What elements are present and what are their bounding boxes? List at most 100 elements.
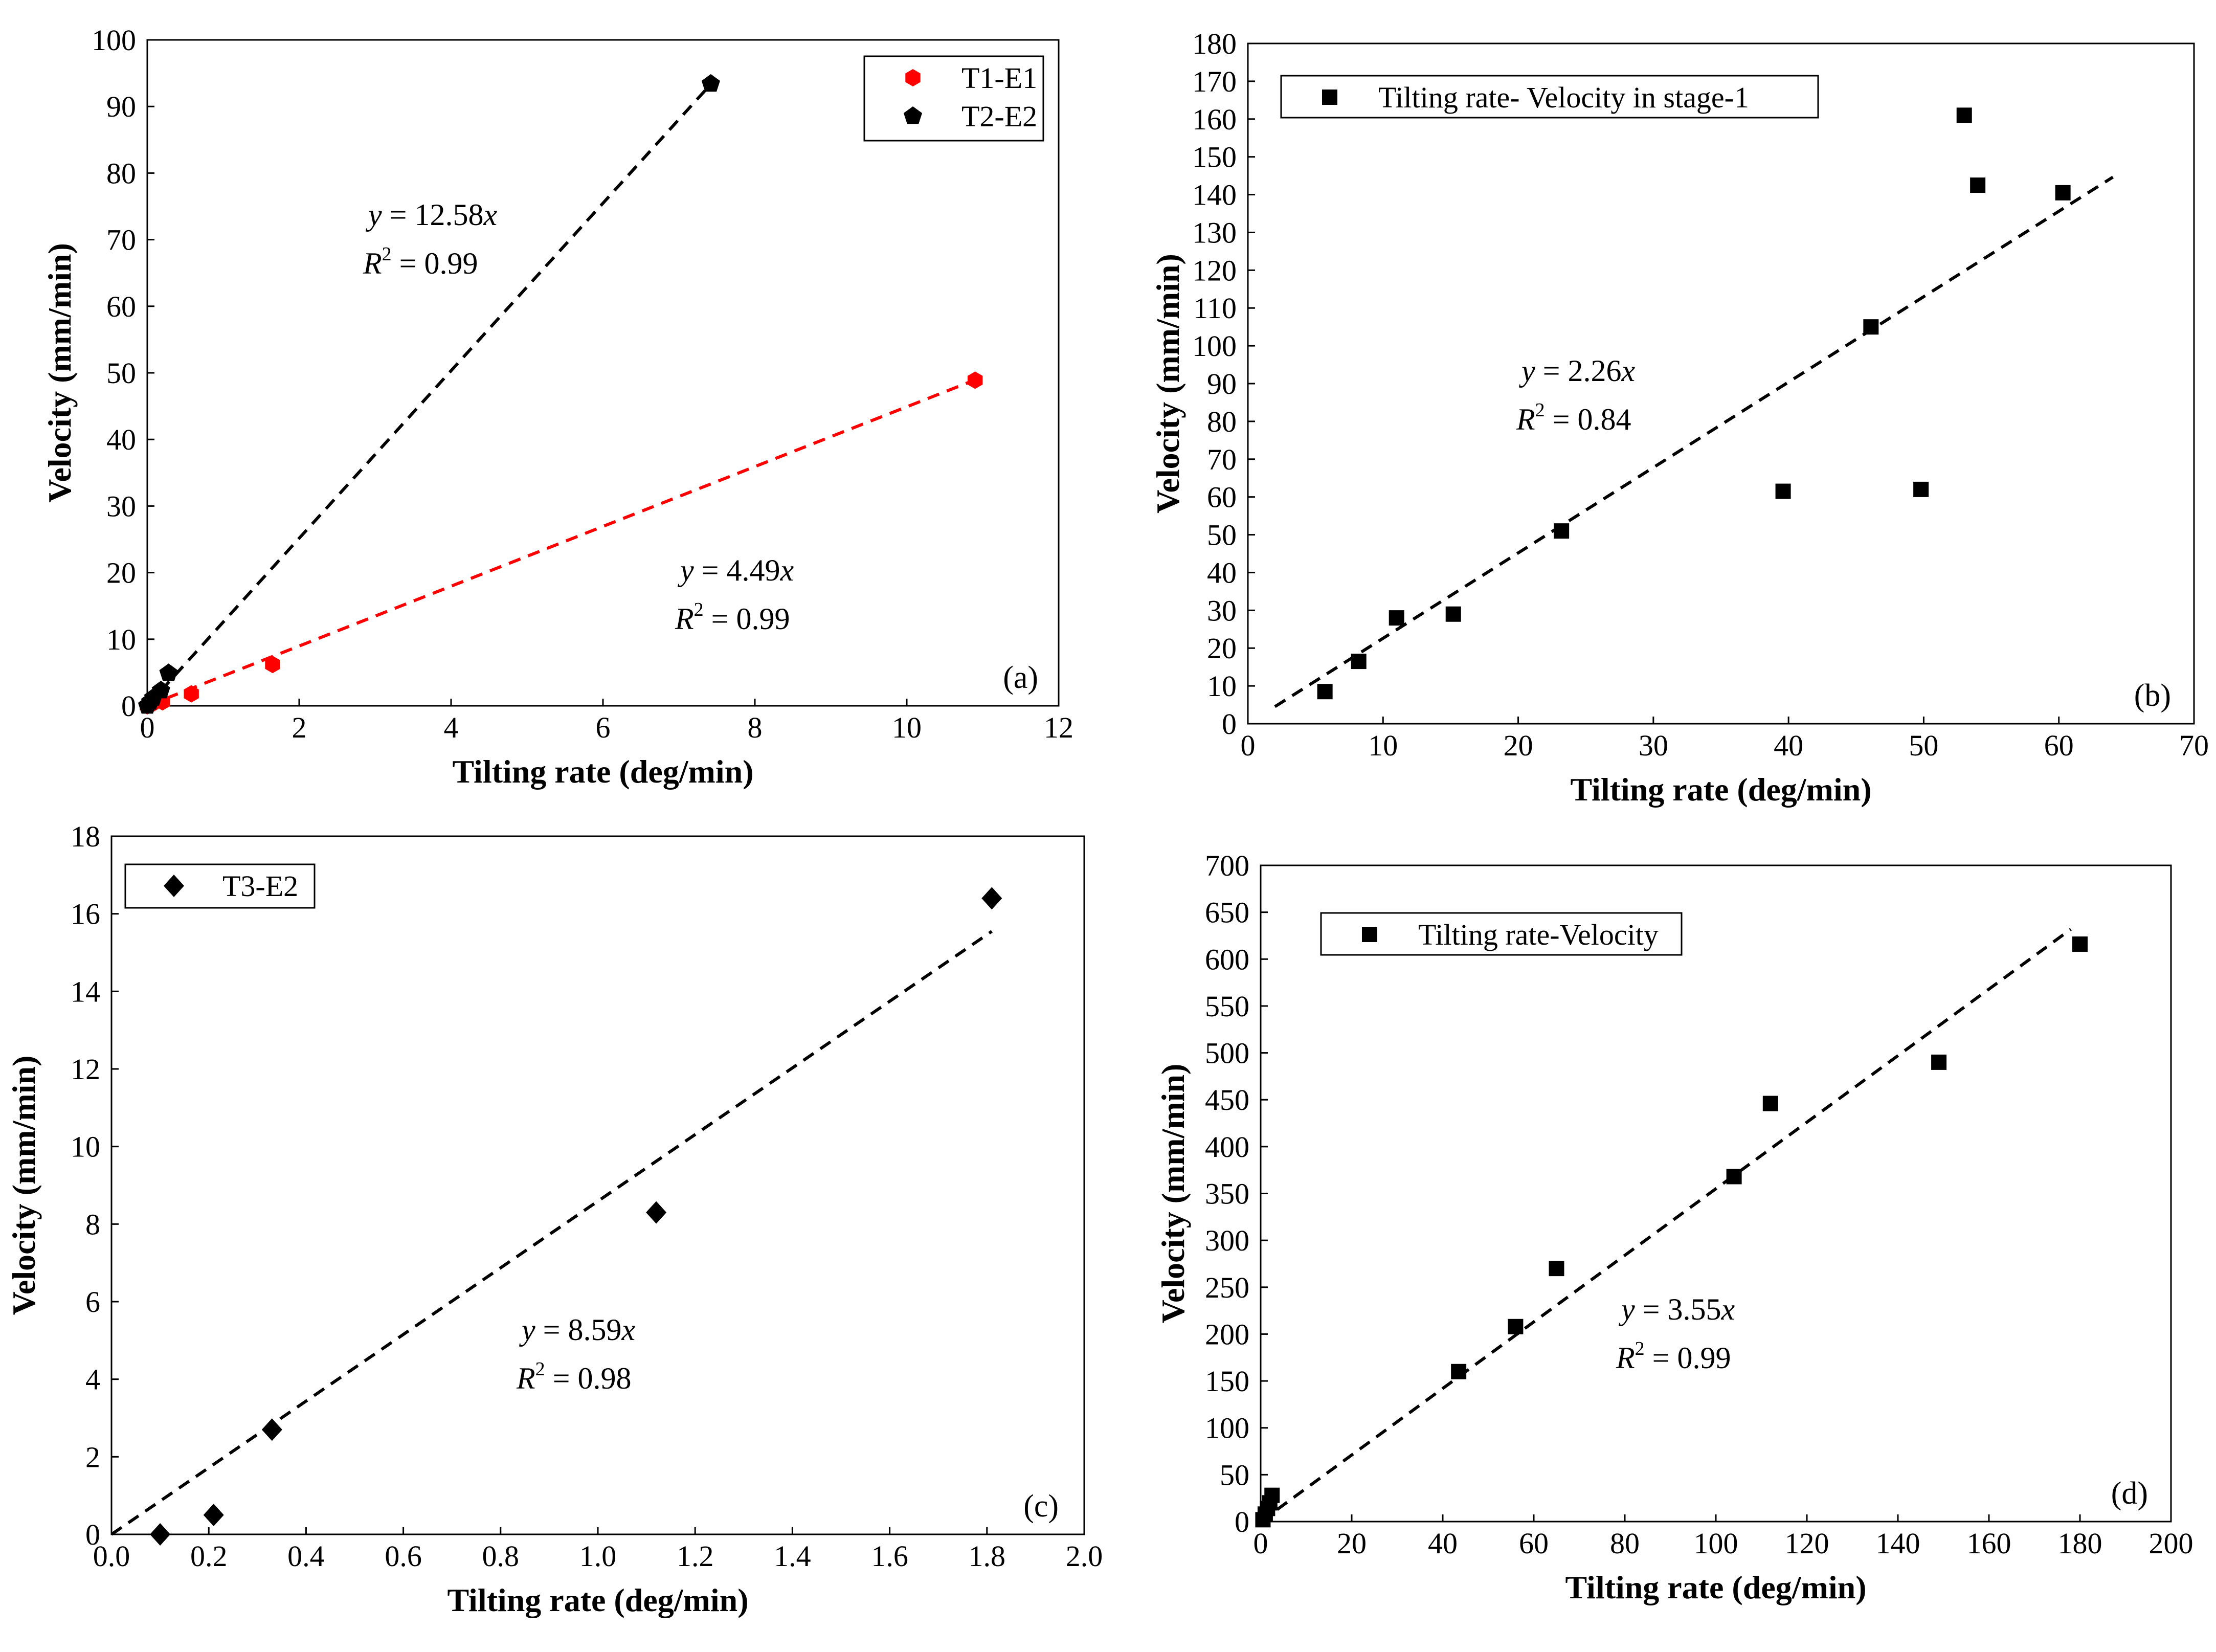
chart-a-y-tick-label: 0: [121, 689, 136, 723]
chart-b-x-tick-label: 60: [2044, 729, 2074, 762]
chart-c-data-point: [981, 887, 1002, 910]
chart-c-x-tick-label: 0.8: [482, 1539, 520, 1573]
chart-b-y-tick-label: 120: [1192, 254, 1237, 287]
chart-c-y-tick-label: 2: [85, 1440, 100, 1474]
chart-d-data-point: [1549, 1261, 1564, 1277]
chart-d-y-axis-title: Velocity (mm/min): [1155, 1064, 1191, 1324]
chart-c-y-axis-title: Velocity (mm/min): [6, 1056, 42, 1315]
chart-c-x-tick-label: 0.2: [190, 1539, 228, 1573]
chart-a-r-squared: R2 = 0.99: [675, 599, 790, 636]
chart-c-y-tick-label: 12: [71, 1053, 100, 1086]
chart-b-data-point: [1317, 684, 1333, 700]
chart-a-x-tick-label: 12: [1044, 711, 1073, 744]
chart-a-r-squared: R2 = 0.99: [363, 243, 478, 280]
chart-d-data-point: [1726, 1169, 1742, 1185]
chart-b-x-tick-label: 20: [1504, 729, 1533, 762]
chart-d-panel-label: (d): [2111, 1476, 2148, 1511]
chart-d-data-point: [1264, 1487, 1280, 1503]
chart-c-y-tick-label: 14: [71, 975, 100, 1008]
chart-a: 0 2 4 6 8 10 12 0 10 20 30 40 50 60 70 80 90 100 Tilting r…: [41, 24, 1073, 790]
chart-b-y-tick-label: 70: [1207, 443, 1237, 476]
chart-d-data-point: [1762, 1096, 1778, 1111]
chart-d-x-tick-label: 100: [1694, 1527, 1738, 1560]
chart-c-y-tick-label: 18: [71, 820, 100, 853]
chart-d-y-tick-label: 400: [1205, 1130, 1249, 1164]
chart-d-y-tick-label: 650: [1205, 896, 1249, 929]
chart-b-y-tick-label: 150: [1192, 141, 1237, 174]
chart-a-y-axis-title: Velocity (mm/min): [41, 243, 78, 503]
chart-a-y-tick-label: 40: [106, 423, 136, 456]
chart-d-x-tick-label: 200: [2149, 1527, 2193, 1560]
chart-b-y-tick-label: 30: [1207, 594, 1237, 627]
chart-c-x-tick-label: 1.0: [579, 1539, 617, 1573]
chart-b-data-point: [1554, 523, 1570, 539]
chart-a-panel-label: (a): [1003, 660, 1038, 695]
chart-d-fit-equation: y = 3.55x: [1618, 1292, 1735, 1326]
chart-b-x-tick-label: 30: [1639, 729, 1668, 762]
chart-b-y-tick-label: 110: [1193, 292, 1237, 325]
chart-c-trendline: [110, 930, 993, 1536]
chart-a-fit-equation: y = 4.49x: [677, 553, 794, 587]
chart-a-y-tick-label: 90: [106, 90, 136, 123]
chart-c-x-tick-label: 0.6: [385, 1539, 422, 1573]
chart-c-x-tick-label: 1.4: [774, 1539, 811, 1573]
chart-c-r-squared: R2 = 0.98: [516, 1358, 632, 1395]
chart-d-y-tick-label: 700: [1205, 849, 1249, 882]
chart-a-x-tick-label: 10: [892, 711, 922, 744]
chart-d-y-tick-label: 500: [1205, 1037, 1249, 1070]
chart-b-data-point: [1913, 481, 1929, 497]
chart-b-legend-label: Tilting rate- Velocity in stage-1: [1378, 81, 1749, 114]
chart-d-data-point: [2072, 936, 2088, 952]
chart-c-legend-box: [124, 863, 316, 909]
chart-a-y-tick-label: 80: [106, 157, 136, 190]
chart-a-x-tick-label: 2: [292, 711, 307, 744]
chart-b-data-point: [1970, 177, 1986, 193]
chart-b-data-point: [1775, 483, 1791, 499]
chart-c-legend-marker: [164, 875, 184, 897]
chart-b-y-tick-label: 160: [1192, 103, 1237, 136]
chart-c-data-point: [646, 1201, 667, 1224]
chart-a-data-point: [701, 74, 720, 92]
chart-d-legend-box: [1320, 912, 1683, 956]
chart-a-legend-box: [863, 55, 1044, 142]
chart-d-x-tick-label: 160: [1967, 1527, 2011, 1560]
chart-d-x-tick-label: 180: [2058, 1527, 2102, 1560]
chart-b-y-tick-label: 50: [1207, 519, 1237, 552]
chart-a-y-tick-label: 70: [106, 224, 136, 257]
chart-c-x-tick-label: 1.6: [871, 1539, 908, 1573]
chart-a-legend-label: T1-E1: [961, 61, 1037, 95]
chart-b-x-tick-label: 0: [1241, 729, 1256, 762]
chart-b-y-tick-label: 170: [1192, 65, 1237, 98]
chart-a-x-tick-label: 0: [140, 711, 155, 744]
chart-c-y-tick-label: 0: [85, 1518, 100, 1551]
chart-d-y-tick-label: 0: [1235, 1505, 1249, 1538]
chart-d-y-tick-label: 100: [1205, 1412, 1249, 1445]
chart-d-trendline: [1260, 928, 2072, 1523]
chart-c-x-tick-label: 0.0: [93, 1539, 130, 1573]
chart-b-y-tick-label: 180: [1192, 27, 1237, 60]
chart-a-trendline: [146, 378, 976, 707]
chart-b-data-point: [1863, 319, 1879, 335]
chart-a-data-point: [184, 685, 199, 703]
chart-c-x-tick-label: 2.0: [1066, 1539, 1103, 1573]
chart-b-y-tick-label: 20: [1207, 632, 1237, 665]
chart-b-data-point: [1445, 606, 1461, 622]
chart-b-r-squared: R2 = 0.84: [1516, 399, 1631, 436]
chart-d-y-tick-label: 350: [1205, 1177, 1249, 1211]
chart-d-x-tick-label: 40: [1428, 1527, 1458, 1560]
chart-a-legend-label: T2-E2: [961, 100, 1037, 133]
chart-d-data-point: [1508, 1319, 1524, 1334]
chart-a-x-axis-title: Tilting rate (deg/min): [453, 753, 754, 790]
chart-d-r-squared: R2 = 0.99: [1616, 1338, 1731, 1375]
chart-b-y-tick-label: 10: [1207, 669, 1237, 703]
chart-c-panel-label: (c): [1023, 1489, 1059, 1524]
chart-b-y-tick-label: 60: [1207, 481, 1237, 514]
chart-b-y-tick-label: 80: [1207, 405, 1237, 438]
chart-d-x-tick-label: 140: [1876, 1527, 1920, 1560]
chart-a-x-tick-label: 6: [596, 711, 611, 744]
chart-d-x-tick-label: 120: [1785, 1527, 1829, 1560]
chart-b-data-point: [1389, 610, 1404, 626]
chart-d-y-tick-label: 250: [1205, 1271, 1249, 1304]
chart-c-x-tick-label: 1.2: [677, 1539, 714, 1573]
